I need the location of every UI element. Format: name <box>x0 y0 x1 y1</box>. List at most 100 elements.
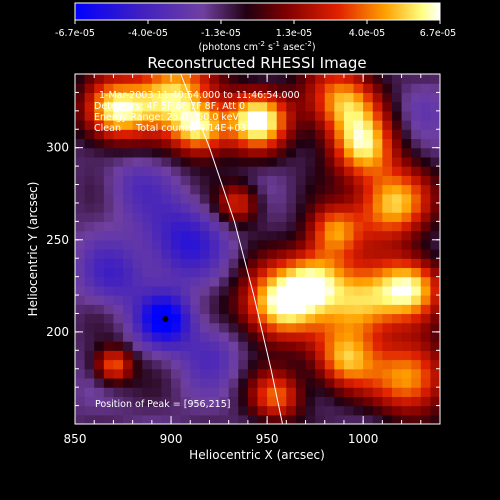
heatmap-cell <box>132 313 143 324</box>
heatmap-cell <box>334 239 345 250</box>
heatmap-cell <box>238 295 249 305</box>
heatmap-cell <box>343 322 355 333</box>
heatmap-cell <box>180 156 191 167</box>
heatmap-cell <box>257 74 268 84</box>
heatmap-cell <box>151 83 163 94</box>
heatmap-cell <box>94 221 105 232</box>
heatmap-cell <box>363 322 374 333</box>
heatmap-cell <box>151 295 163 305</box>
heatmap-cell <box>324 239 335 250</box>
heatmap-cell <box>372 129 383 140</box>
heatmap-cell <box>353 322 364 333</box>
heatmap-cell <box>219 331 230 342</box>
heatmap-cell <box>420 230 431 241</box>
heatmap-cell <box>353 101 364 112</box>
heatmap-cell <box>132 414 143 424</box>
heatmap-cell <box>219 405 230 416</box>
heatmap-cell <box>382 377 393 388</box>
heatmap-cell <box>257 359 268 370</box>
heatmap-cell <box>276 267 287 278</box>
heatmap-cell <box>171 304 182 315</box>
heatmap-cell <box>295 83 307 94</box>
heatmap-cell <box>430 341 440 351</box>
heatmap-cell <box>430 350 440 361</box>
heatmap-cell <box>430 405 440 416</box>
heatmap-cell <box>391 276 403 287</box>
heatmap-cell <box>343 175 355 186</box>
heatmap-cell <box>142 313 153 324</box>
heatmap-cell <box>324 83 335 94</box>
heatmap-cell <box>84 138 95 149</box>
heatmap-cell <box>75 368 86 379</box>
heatmap-cell <box>161 212 172 222</box>
heatmap-cell <box>151 156 163 167</box>
heatmap-cell <box>286 359 297 370</box>
heatmap-cell <box>247 377 259 388</box>
heatmap-cell <box>161 138 172 149</box>
heatmap-cell <box>315 101 326 112</box>
colorbar-tick-label-5: 6.7e-05 <box>420 28 456 39</box>
heatmap-cell <box>228 74 239 84</box>
heatmap-cell <box>324 138 335 149</box>
heatmap-cell <box>286 221 297 232</box>
heatmap-cell <box>103 322 115 333</box>
heatmap-cell <box>199 368 211 379</box>
heatmap-cell <box>315 110 326 121</box>
heatmap-cell <box>113 166 124 176</box>
heatmap-cell <box>305 313 316 324</box>
heatmap-cell <box>267 184 278 195</box>
heatmap-cell <box>132 359 143 370</box>
heatmap-cell <box>334 350 345 361</box>
heatmap-cell <box>247 175 259 186</box>
heatmap-cell <box>391 175 403 186</box>
heatmap-cell <box>238 74 249 84</box>
heatmap-cell <box>123 120 134 130</box>
heatmap-cell <box>401 120 412 130</box>
heatmap-cell <box>391 405 403 416</box>
heatmap-cell <box>199 129 211 140</box>
heatmap-cell <box>180 322 191 333</box>
heatmap-cell <box>372 147 383 158</box>
heatmap-cell <box>334 147 345 158</box>
heatmap-cell <box>103 249 115 259</box>
heatmap-cell <box>113 331 124 342</box>
heatmap-cell <box>84 129 95 140</box>
heatmap-cell <box>343 147 355 158</box>
heatmap-cell <box>295 74 307 84</box>
heatmap-cell <box>430 101 440 112</box>
heatmap-cell <box>247 239 259 250</box>
heatmap-cell <box>142 166 153 176</box>
heatmap-cell <box>267 92 278 103</box>
heatmap-cell <box>209 258 220 269</box>
heatmap-cell <box>372 396 383 407</box>
heatmap-cell <box>295 230 307 241</box>
heatmap-cell <box>142 396 153 407</box>
heatmap-cell <box>151 110 163 121</box>
heatmap-cell <box>171 341 182 351</box>
heatmap-cell <box>84 92 95 103</box>
heatmap-cell <box>411 156 422 167</box>
heatmap-cell <box>286 74 297 84</box>
heatmap-cell <box>401 83 412 94</box>
heatmap-cell <box>257 249 268 259</box>
heatmap-cell <box>238 83 249 94</box>
heatmap-cell <box>401 414 412 424</box>
heatmap-cell <box>353 166 364 176</box>
heatmap-cell <box>324 267 335 278</box>
heatmap-cell <box>401 341 412 351</box>
heatmap-cell <box>142 267 153 278</box>
heatmap-cell <box>103 396 115 407</box>
heatmap-cell <box>257 110 268 121</box>
heatmap-cell <box>257 396 268 407</box>
heatmap-cell <box>209 267 220 278</box>
heatmap-cell <box>401 110 412 121</box>
heatmap-cell <box>151 239 163 250</box>
heatmap-cell <box>430 249 440 259</box>
heatmap-cell <box>343 166 355 176</box>
heatmap-cell <box>334 368 345 379</box>
heatmap-cell <box>142 129 153 140</box>
heatmap-cell <box>123 74 134 84</box>
heatmap-cell <box>372 83 383 94</box>
heatmap-cell <box>94 396 105 407</box>
heatmap-cell <box>305 110 316 121</box>
